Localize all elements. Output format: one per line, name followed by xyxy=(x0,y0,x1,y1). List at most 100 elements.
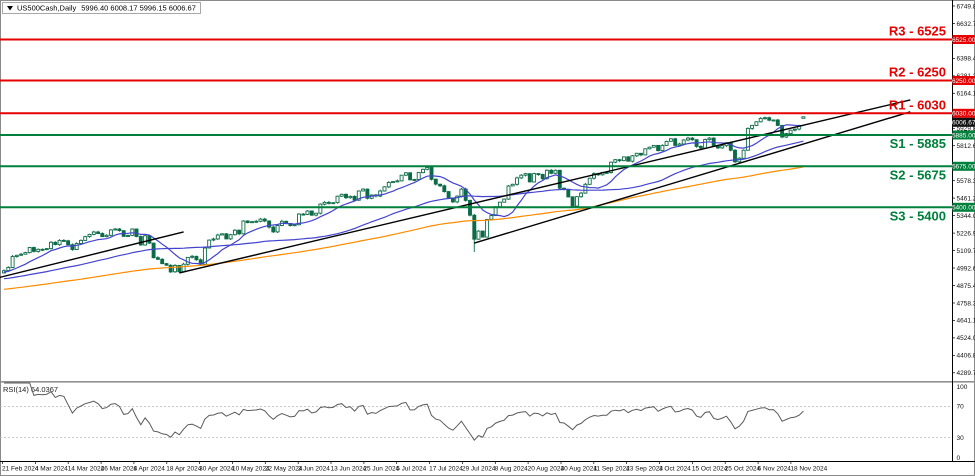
candle-body xyxy=(416,172,421,180)
candle-body xyxy=(408,172,413,181)
candle-body xyxy=(438,183,443,187)
candle-body xyxy=(775,119,780,126)
candle-body xyxy=(44,248,49,251)
level-label-r2: R2 - 6250 xyxy=(889,65,946,80)
rsi-scale-label: 70 xyxy=(957,404,965,411)
candle-body xyxy=(168,264,173,273)
collapse-arrow-icon[interactable] xyxy=(7,6,13,11)
candle-body xyxy=(326,201,331,204)
candle-body xyxy=(617,159,622,162)
rsi-curve xyxy=(4,382,804,442)
price-tick-label: 4758.30 xyxy=(957,300,975,307)
candle-body xyxy=(715,145,720,149)
candle-body xyxy=(365,188,370,199)
candle-body xyxy=(455,195,460,203)
s3-price-badge-text: 5400.00 xyxy=(952,205,975,212)
candle-body xyxy=(686,137,690,141)
date-label: 25 Jun 2024 xyxy=(363,466,399,473)
candle-body xyxy=(476,230,481,240)
date-label: 8 Apr 2024 xyxy=(133,466,165,473)
date-label: 20 Aug 2024 xyxy=(528,466,565,473)
candle-body xyxy=(673,138,678,146)
candle-body xyxy=(211,238,216,241)
price-tick-label: 4289.70 xyxy=(957,370,975,377)
date-label: 3 Jun 2024 xyxy=(298,466,331,473)
candle-body xyxy=(207,239,212,249)
candle-body xyxy=(763,117,767,120)
trendline-2 xyxy=(179,99,911,274)
candle-body xyxy=(164,263,169,266)
price-tick-label: 6398.40 xyxy=(957,56,975,63)
price-tick-label: 6164.10 xyxy=(957,91,975,98)
date-label: 13 Jun 2024 xyxy=(331,466,367,473)
price-tick-label: 5929.80 xyxy=(957,126,975,133)
price-tick-label: 6749.85 xyxy=(957,3,975,10)
candle-body xyxy=(61,239,66,242)
candle-body xyxy=(344,193,348,199)
candle-body xyxy=(592,173,596,179)
date-label: 17 Jul 2024 xyxy=(429,466,463,473)
candle-body xyxy=(160,258,165,265)
candle-body xyxy=(643,148,648,156)
rsi-scale-label: 100 xyxy=(957,384,968,391)
candle-body xyxy=(14,254,19,257)
candle-body xyxy=(335,195,340,204)
candle-body xyxy=(297,213,301,226)
candle-body xyxy=(523,173,528,176)
candle-body xyxy=(250,221,254,224)
price-tick-label: 4992.60 xyxy=(957,265,975,272)
candle-body xyxy=(27,247,32,254)
candle-body xyxy=(382,186,387,192)
candle-body xyxy=(677,143,682,146)
candle-body xyxy=(544,169,549,180)
date-label: 29 Jul 2024 xyxy=(462,466,496,473)
candle-body xyxy=(258,218,263,222)
candle-body xyxy=(19,253,24,256)
candle-body xyxy=(660,144,665,152)
pane-separator[interactable] xyxy=(0,381,975,383)
symbol-name: US500Cash,Daily xyxy=(17,4,76,13)
candle-body xyxy=(232,229,237,236)
candle-body xyxy=(254,220,259,223)
candle-body xyxy=(108,229,113,236)
candle-body xyxy=(771,119,776,122)
candle-body xyxy=(356,190,361,201)
candle-body xyxy=(425,167,430,170)
candle-body xyxy=(237,229,242,235)
candle-body xyxy=(305,210,310,215)
candle-body xyxy=(262,218,267,222)
rsi-scale-label: 30 xyxy=(957,435,965,442)
rsi-scale-label: 0 xyxy=(957,455,961,462)
candle-body xyxy=(10,256,15,268)
date-label: 5 Jul 2024 xyxy=(396,466,426,473)
candle-body xyxy=(579,192,584,198)
candle-body xyxy=(515,177,519,185)
candle-body xyxy=(267,220,272,228)
candle-body xyxy=(549,169,554,174)
date-label: 6 Nov 2024 xyxy=(758,466,792,473)
level-labels: R3 - 6525 R2 - 6250 R1 - 6030 S1 - 5885 … xyxy=(889,24,946,224)
price-axis[interactable]: 6749.856632.706398.406281.256164.105929.… xyxy=(952,0,975,461)
candle-body xyxy=(574,196,579,207)
candle-body xyxy=(241,220,246,235)
price-tick-label: 5344.05 xyxy=(957,213,975,220)
candle-body xyxy=(79,239,83,244)
candle-body xyxy=(6,267,11,272)
trendlines[interactable] xyxy=(0,99,911,279)
candle-body xyxy=(412,179,417,181)
support-resistance-lines[interactable] xyxy=(0,38,952,209)
candle-body xyxy=(442,185,447,193)
rsi-pane[interactable]: RSI(14) 64.0367 100 70 30 0 xyxy=(0,382,968,462)
candle-body xyxy=(352,195,357,201)
candle-body xyxy=(741,149,746,159)
level-label-r1: R1 - 6030 xyxy=(889,97,946,112)
ma-slow-line xyxy=(3,140,804,280)
level-label-r3: R3 - 6525 xyxy=(889,24,946,39)
date-label: 30 Apr 2024 xyxy=(199,466,234,473)
candle-body xyxy=(630,155,635,162)
trendline-1 xyxy=(0,231,184,279)
trendline-3 xyxy=(474,111,911,244)
candle-body xyxy=(664,140,669,146)
